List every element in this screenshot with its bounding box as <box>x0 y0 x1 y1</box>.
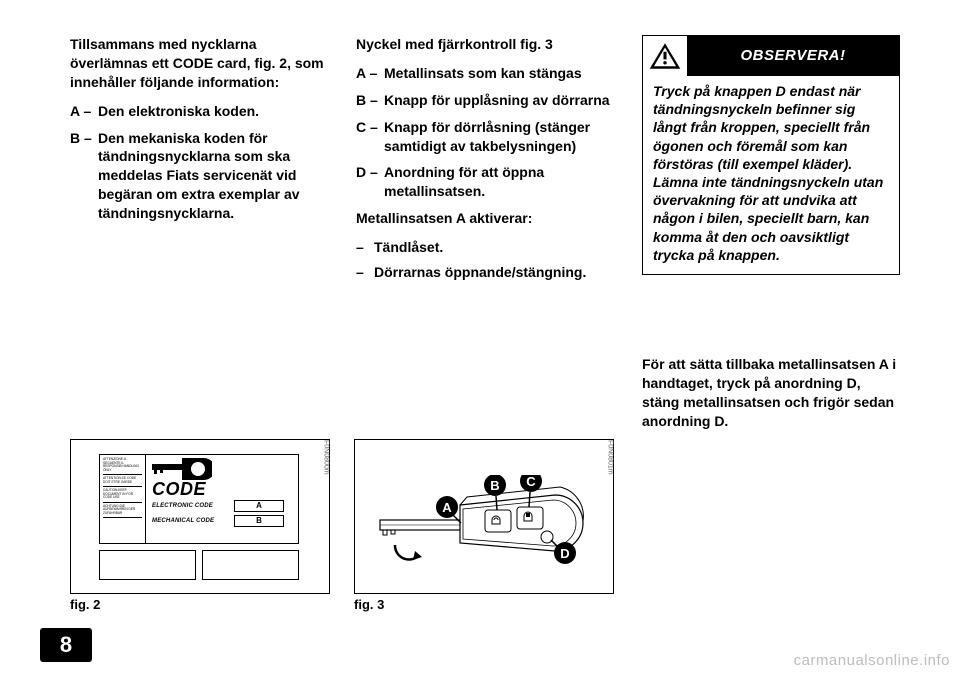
figure-3-caption: fig. 3 <box>354 597 614 612</box>
microtext: ATTENTION:CE CODE DOIT ETRE GARDE <box>103 477 142 487</box>
figures-row: ATTENZIONE:IL SEGUENTE IL RESPONSIB HAND… <box>70 439 614 612</box>
dash: – <box>356 263 374 282</box>
col2-title: Nyckel med fjärrkontroll fig. 3 <box>356 35 614 54</box>
warning-box: OBSERVERA! Tryck på knappen D endast när… <box>642 35 900 275</box>
figure-3: A B C D F0N0801m fig. 3 <box>354 439 614 612</box>
callout-c: C <box>526 475 536 489</box>
key-icon <box>152 458 212 480</box>
column-1: Tillsammans med nycklarna överlämnas ett… <box>70 35 328 430</box>
col2-dash2: – Dörrarnas öppnande/stängning. <box>356 263 614 282</box>
def-label: A – <box>70 102 98 121</box>
microtext: ACHTUNG:DIE AUFBEWAHREN DER ZUFAHRBAR <box>103 505 142 519</box>
page-number: 8 <box>40 628 92 662</box>
code-title: CODE <box>152 479 206 500</box>
dash-text: Tändlåset. <box>374 238 443 257</box>
microtext: CAUTION:KEEP DOCUMENT IN FOR CODE USE <box>103 489 142 503</box>
callout-a: A <box>442 500 452 515</box>
def-text: Knapp för upplåsning av dörrarna <box>384 91 614 110</box>
column-2: Nyckel med fjärrkontroll fig. 3 A – Meta… <box>356 35 614 430</box>
callout-d: D <box>560 546 569 561</box>
figure-2-frame: ATTENZIONE:IL SEGUENTE IL RESPONSIB HAND… <box>70 439 330 594</box>
def-text: Knapp för dörrlåsning (stänger samtidigt… <box>384 118 614 156</box>
def-text: Anordning för att öppna metallinsatsen. <box>384 163 614 201</box>
column-3: OBSERVERA! Tryck på knappen D endast när… <box>642 35 900 430</box>
watermark: carmanualsonline.info <box>794 652 950 669</box>
warning-title: OBSERVERA! <box>687 36 899 76</box>
def-text: Den mekaniska koden för tändningsnycklar… <box>98 129 328 223</box>
def-text: Den elektroniska koden. <box>98 102 328 121</box>
fig2-side-code: F0N0800m <box>321 440 331 593</box>
code-card-boxes <box>99 550 299 580</box>
dash: – <box>356 238 374 257</box>
empty-box <box>99 550 196 580</box>
code-card: ATTENZIONE:IL SEGUENTE IL RESPONSIB HAND… <box>99 454 299 544</box>
code-line-2: MECHANICAL CODE <box>152 518 214 524</box>
col2-item-c: C – Knapp för dörrlåsning (stänger samti… <box>356 118 614 156</box>
figure-2-caption: fig. 2 <box>70 597 330 612</box>
col1-item-b: B – Den mekaniska koden för tändningsnyc… <box>70 129 328 223</box>
code-card-warnings: ATTENZIONE:IL SEGUENTE IL RESPONSIB HAND… <box>100 455 146 543</box>
col1-item-a: A – Den elektroniska koden. <box>70 102 328 121</box>
warning-header: OBSERVERA! <box>643 36 899 76</box>
code-card-main: CODE ELECTRONIC CODE A MECHANICAL CODE B <box>146 455 298 543</box>
col2-item-d: D – Anordning för att öppna metallinsats… <box>356 163 614 201</box>
manual-page: Tillsammans med nycklarna överlämnas ett… <box>0 0 960 677</box>
col2-item-b: B – Knapp för upplåsning av dörrarna <box>356 91 614 110</box>
col2-line1: Metallinsatsen A aktiverar: <box>356 209 614 228</box>
code-box-a: A <box>234 500 284 512</box>
def-text: Metallinsats som kan stängas <box>384 64 614 83</box>
warning-triangle-icon <box>643 36 687 76</box>
figure-2: ATTENZIONE:IL SEGUENTE IL RESPONSIB HAND… <box>70 439 330 612</box>
def-label: A – <box>356 64 384 83</box>
def-label: D – <box>356 163 384 201</box>
col2-item-a: A – Metallinsats som kan stängas <box>356 64 614 83</box>
empty-box <box>202 550 299 580</box>
text-columns: Tillsammans med nycklarna överlämnas ett… <box>70 35 900 430</box>
col1-intro: Tillsammans med nycklarna överlämnas ett… <box>70 35 328 92</box>
code-box-b: B <box>234 515 284 527</box>
after-warning-text: För att sätta tillbaka metallinsatsen A … <box>642 355 900 431</box>
fig3-side-code: F0N0801m <box>605 440 615 593</box>
def-label: B – <box>70 129 98 223</box>
microtext: ATTENZIONE:IL SEGUENTE IL RESPONSIB HAND… <box>103 458 142 475</box>
def-label: B – <box>356 91 384 110</box>
def-label: C – <box>356 118 384 156</box>
remote-key-illustration: A B C D <box>375 475 595 565</box>
code-line-1: ELECTRONIC CODE <box>152 503 213 509</box>
col2-dash1: – Tändlåset. <box>356 238 614 257</box>
warning-body: Tryck på knappen D endast när tändningsn… <box>643 76 899 274</box>
figure-3-frame: A B C D F0N0801m <box>354 439 614 594</box>
callout-b: B <box>490 478 499 493</box>
dash-text: Dörrarnas öppnande/stängning. <box>374 263 586 282</box>
